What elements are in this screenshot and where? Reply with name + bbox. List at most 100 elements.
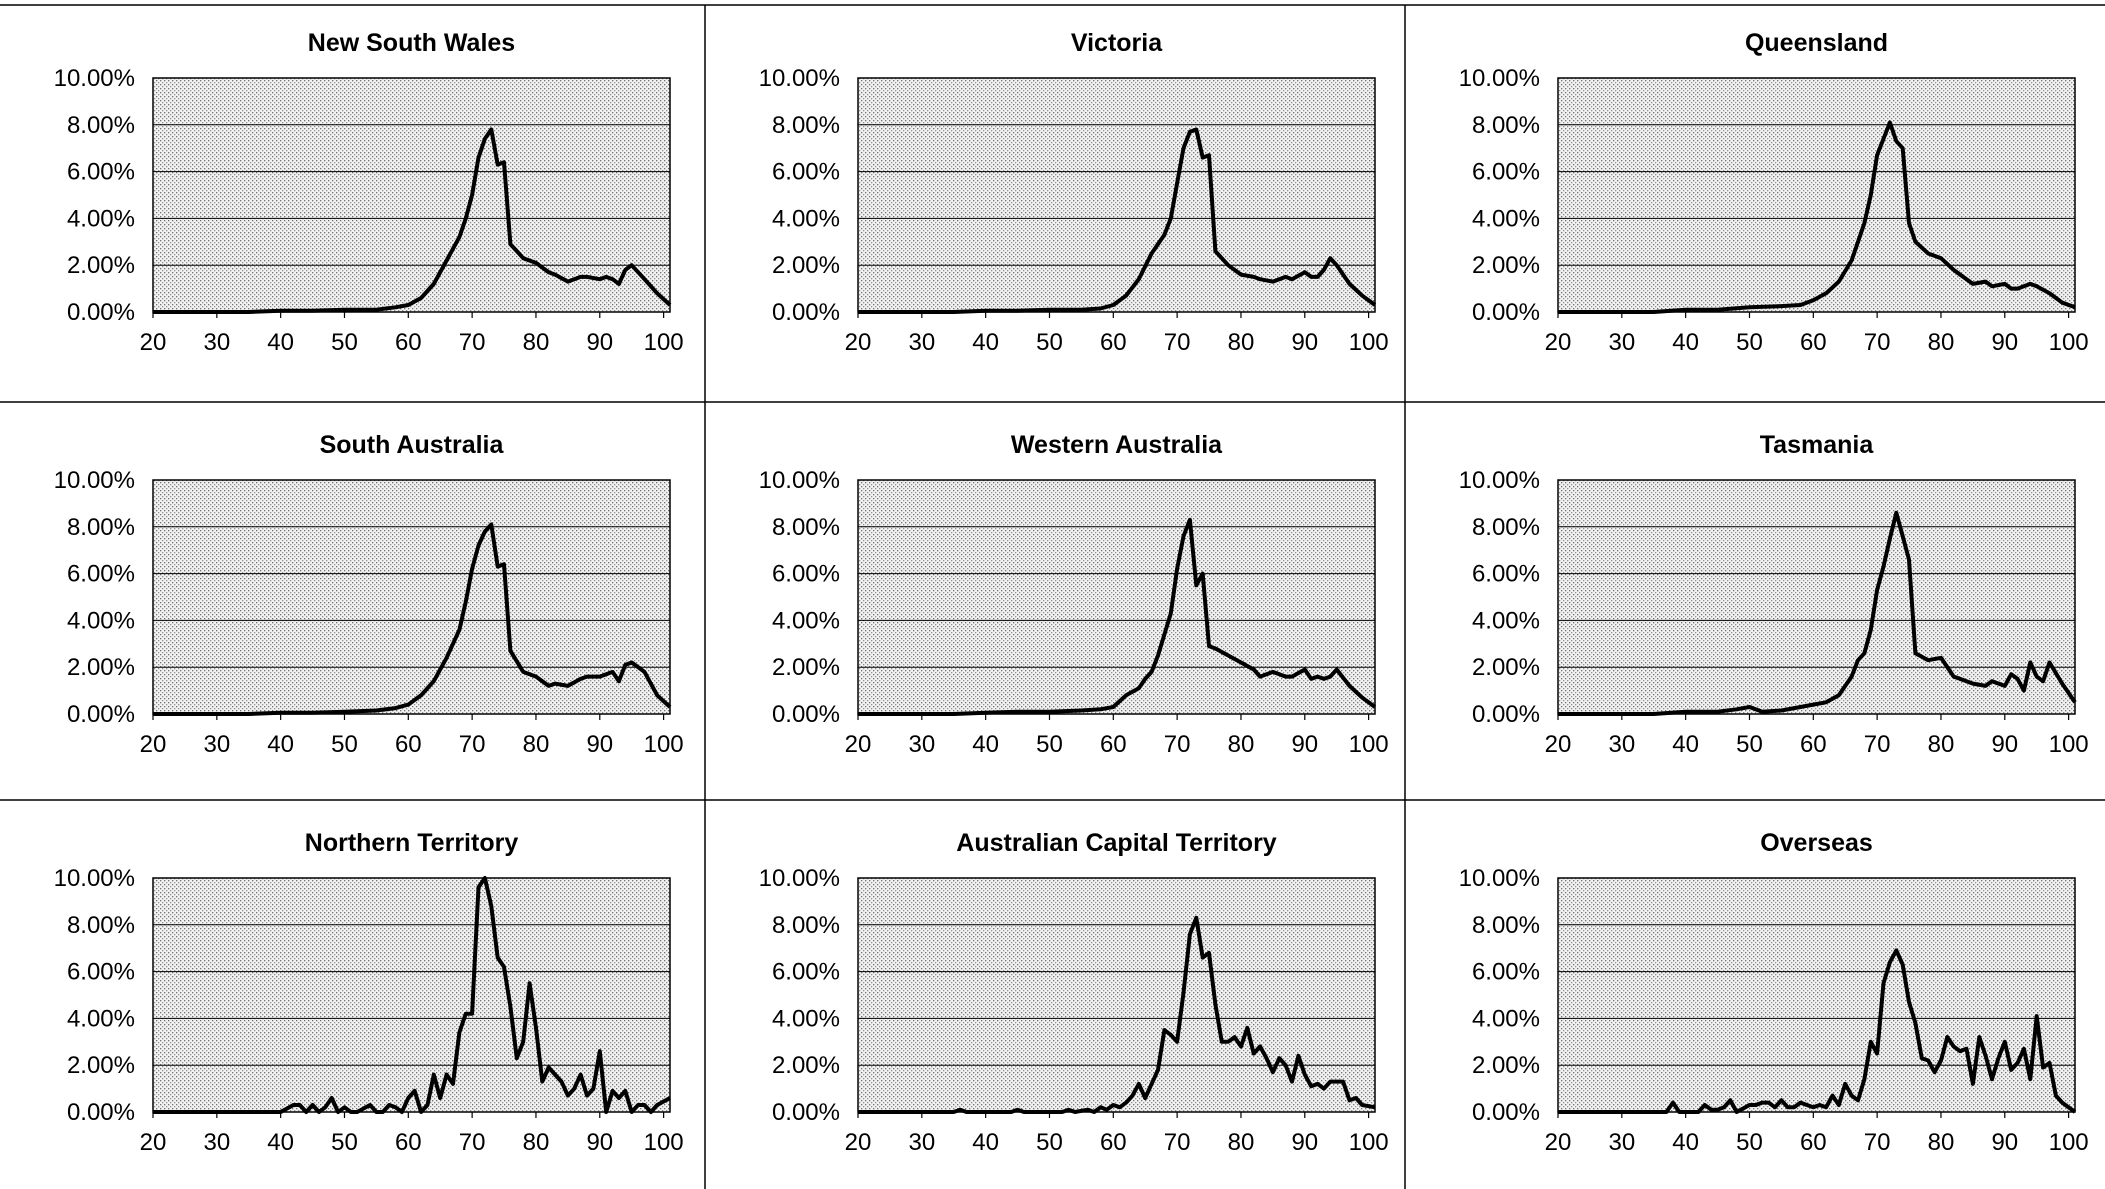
plot-border (1557, 479, 2076, 715)
chart-panel: South Australia 0.00% 2.00% 4.00% 6.00% 8.00%… (0, 402, 705, 800)
chart-svg: Victoria 0.00% 2.00% 4.00% 6.00% 8.00% 10.00% 2… (759, 29, 1389, 356)
x-tick-label: 40 (267, 1129, 294, 1156)
x-tick-label: 70 (459, 1129, 486, 1156)
chart-svg: New South Wales 0.00% 2.00% 4.00% 6.00% 8.00%… (54, 29, 684, 356)
x-tick-label: 50 (1736, 1129, 1763, 1156)
y-tick-label: 0.00% (772, 299, 840, 326)
x-tick-label: 70 (459, 329, 486, 356)
y-tick-label: 2.00% (1472, 654, 1540, 681)
y-tick-label: 10.00% (1459, 65, 1540, 92)
x-tick-label: 40 (1672, 731, 1699, 758)
x-tick-label: 90 (586, 731, 613, 758)
y-tick-label: 8.00% (1472, 514, 1540, 541)
chart-svg: Overseas 0.00% 2.00% 4.00% 6.00% 8.00% 10.00% 2… (1459, 829, 2089, 1156)
y-tick-label: 0.00% (772, 1099, 840, 1126)
chart-svg: Australian Capital Territory 0.00% 2.00% 4.… (759, 829, 1389, 1156)
y-tick-label: 4.00% (772, 205, 840, 232)
x-tick-label: 90 (1291, 1129, 1318, 1156)
plot-area (858, 78, 1375, 312)
plot-border (857, 77, 1376, 313)
x-tick-label: 30 (203, 329, 230, 356)
x-tick-label: 20 (1545, 1129, 1572, 1156)
y-tick-label: 6.00% (1472, 959, 1540, 986)
x-tick-label: 60 (1800, 329, 1827, 356)
y-tick-label: 10.00% (54, 467, 135, 494)
x-tick-label: 20 (845, 329, 872, 356)
chart-title: Tasmania (1760, 431, 1875, 459)
x-tick-label: 20 (845, 1129, 872, 1156)
x-tick-label: 80 (1228, 329, 1255, 356)
y-tick-label: 4.00% (67, 607, 135, 634)
x-tick-label: 70 (1164, 329, 1191, 356)
chart-panel: Northern Territory 0.00% 2.00% 4.00% 6.00% 8.… (0, 800, 705, 1189)
x-tick-label: 80 (1928, 329, 1955, 356)
x-tick-label: 40 (972, 329, 999, 356)
y-tick-label: 2.00% (1472, 252, 1540, 279)
chart-svg: Western Australia 0.00% 2.00% 4.00% 6.00% 8.0… (759, 431, 1389, 758)
chart-svg: Tasmania 0.00% 2.00% 4.00% 6.00% 8.00% 10.00% 2… (1459, 431, 2089, 758)
x-tick-label: 90 (586, 329, 613, 356)
y-tick-label: 2.00% (67, 1052, 135, 1079)
x-tick-label: 70 (1864, 329, 1891, 356)
y-tick-label: 6.00% (772, 159, 840, 186)
x-tick-label: 30 (1608, 1129, 1635, 1156)
x-tick-label: 80 (523, 329, 550, 356)
y-tick-label: 0.00% (1472, 1099, 1540, 1126)
plot-border (857, 877, 1376, 1113)
chart-svg: Queensland 0.00% 2.00% 4.00% 6.00% 8.00% 10.00… (1459, 29, 2089, 356)
chart-panel: Queensland 0.00% 2.00% 4.00% 6.00% 8.00% 10.00… (1405, 0, 2105, 402)
x-tick-label: 30 (1608, 731, 1635, 758)
x-tick-label: 60 (1800, 1129, 1827, 1156)
series-line (153, 127, 672, 314)
x-tick-label: 20 (140, 1129, 167, 1156)
y-tick-label: 10.00% (1459, 467, 1540, 494)
chart-svg: South Australia 0.00% 2.00% 4.00% 6.00% 8.00%… (54, 431, 684, 758)
y-tick-label: 2.00% (772, 252, 840, 279)
x-tick-label: 70 (459, 731, 486, 758)
y-tick-label: 10.00% (759, 865, 840, 892)
x-tick-label: 80 (1228, 731, 1255, 758)
plot-area (858, 480, 1375, 714)
series-line (153, 522, 672, 716)
plot-area (1558, 878, 2075, 1112)
y-tick-label: 8.00% (772, 112, 840, 139)
x-tick-label: 80 (1928, 1129, 1955, 1156)
series-line (153, 876, 671, 1114)
plot-area (153, 878, 670, 1112)
chart-panel: Victoria 0.00% 2.00% 4.00% 6.00% 8.00% 10.00% 2… (705, 0, 1405, 402)
chart-svg: Northern Territory 0.00% 2.00% 4.00% 6.00% 8.… (54, 829, 684, 1156)
y-tick-label: 0.00% (67, 299, 135, 326)
plot-area (153, 78, 670, 312)
chart-panel: Overseas 0.00% 2.00% 4.00% 6.00% 8.00% 10.00% 2… (1405, 800, 2105, 1189)
chart-panel: Western Australia 0.00% 2.00% 4.00% 6.00% 8.0… (705, 402, 1405, 800)
y-tick-label: 6.00% (1472, 159, 1540, 186)
y-tick-label: 8.00% (1472, 912, 1540, 939)
x-tick-label: 60 (1100, 1129, 1127, 1156)
plot-area (858, 878, 1375, 1112)
chart-title: New South Wales (308, 29, 515, 57)
y-tick-label: 10.00% (759, 65, 840, 92)
series-line (858, 915, 1376, 1114)
y-tick-label: 0.00% (772, 701, 840, 728)
chart-title: South Australia (320, 431, 505, 459)
x-tick-label: 30 (1608, 329, 1635, 356)
y-tick-label: 8.00% (772, 514, 840, 541)
x-tick-label: 70 (1164, 731, 1191, 758)
x-tick-label: 90 (1291, 731, 1318, 758)
x-tick-label: 30 (908, 329, 935, 356)
x-tick-label: 90 (1991, 329, 2018, 356)
x-tick-label: 50 (331, 731, 358, 758)
x-tick-label: 40 (972, 1129, 999, 1156)
y-tick-label: 0.00% (67, 1099, 135, 1126)
chart-title: Victoria (1071, 29, 1163, 57)
y-tick-label: 4.00% (67, 1005, 135, 1032)
y-tick-label: 6.00% (772, 561, 840, 588)
y-tick-label: 8.00% (67, 514, 135, 541)
x-tick-label: 40 (1672, 329, 1699, 356)
series-line (1558, 510, 2077, 716)
chart-panel: New South Wales 0.00% 2.00% 4.00% 6.00% 8.00%… (0, 0, 705, 402)
y-tick-label: 2.00% (772, 654, 840, 681)
y-tick-label: 8.00% (67, 912, 135, 939)
chart-title: Australian Capital Territory (956, 829, 1277, 857)
